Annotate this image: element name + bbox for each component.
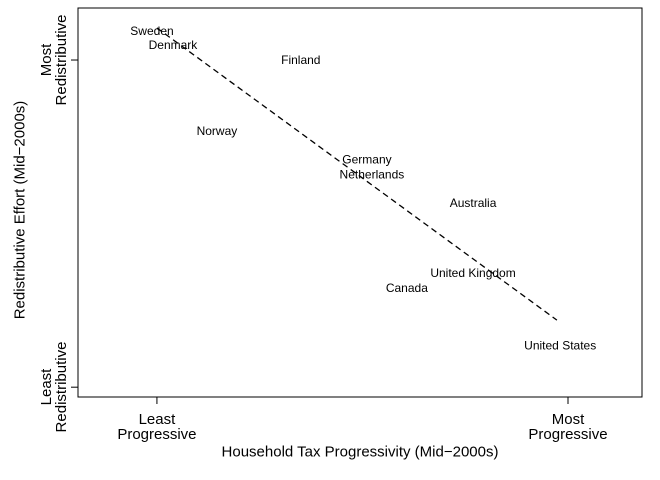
point-label: Finland [281, 53, 320, 67]
point-label: Germany [342, 152, 391, 166]
point-label: Sweden [130, 24, 173, 38]
point-label: Netherlands [340, 167, 405, 181]
y-axis-label: Redistributive Effort (Mid−2000s) [11, 100, 29, 320]
x-tick-label: Least Progressive [117, 411, 197, 443]
point-label: United States [524, 338, 596, 352]
point-label: United Kingdom [430, 266, 515, 280]
point-label: Canada [386, 281, 428, 295]
point-label: Denmark [149, 38, 199, 52]
y-tick-label: Least Redistributive [38, 341, 70, 433]
point-label: Norway [197, 124, 238, 138]
fit-line [156, 27, 558, 321]
x-axis-label: Household Tax Progressivity (Mid−2000s) [221, 443, 499, 461]
plot-frame [77, 7, 643, 398]
y-tick-label: Most Redistributive [38, 14, 70, 106]
x-tick-label: Most Progressive [528, 411, 608, 443]
point-label: Australia [450, 196, 497, 210]
